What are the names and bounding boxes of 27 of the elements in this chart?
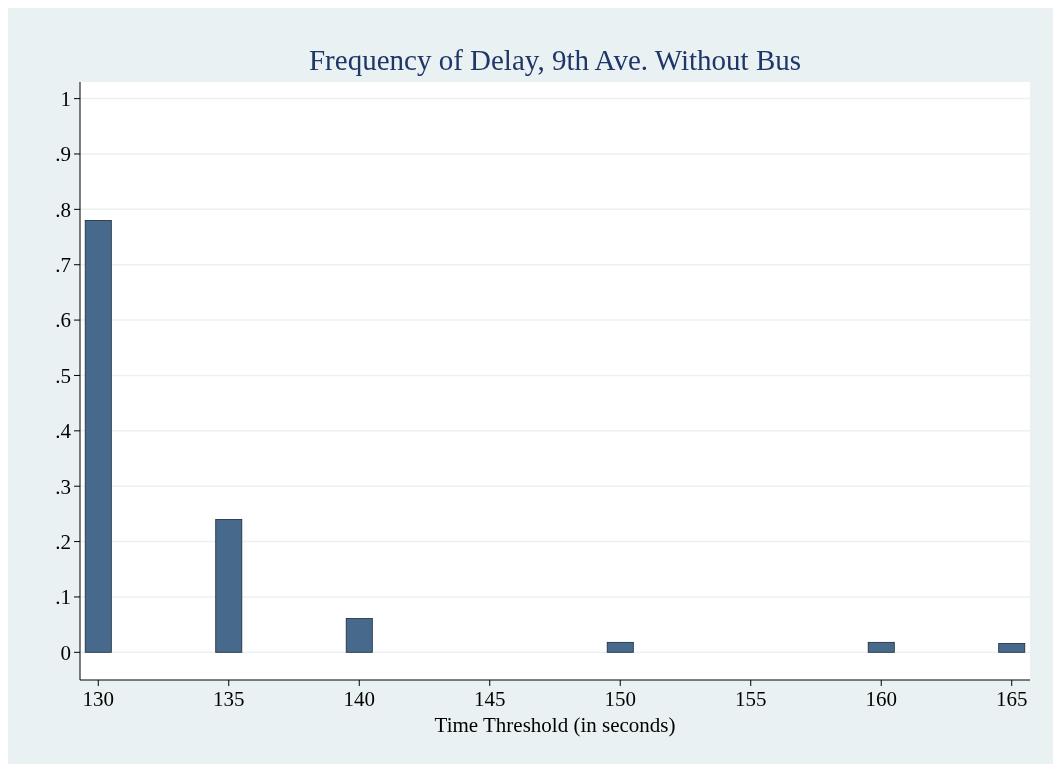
- y-tick-label: .1: [55, 585, 71, 610]
- y-tick-label: .5: [55, 363, 71, 388]
- x-axis-title: Time Threshold (in seconds): [434, 713, 676, 737]
- bar: [345, 618, 373, 653]
- bar: [867, 641, 895, 653]
- y-tick-label: .8: [55, 197, 71, 222]
- x-tick-label: 160: [865, 687, 897, 711]
- x-tick-label: 130: [82, 687, 115, 711]
- x-tick-label: 145: [474, 687, 506, 711]
- y-tick-label: .6: [55, 308, 71, 333]
- y-tick-label: .9: [55, 142, 71, 167]
- bar: [215, 519, 243, 653]
- x-tick-label: 140: [343, 687, 376, 711]
- y-tick-label: 1: [60, 86, 71, 111]
- x-tick-label: 165: [995, 687, 1028, 711]
- x-tick-label: 135: [213, 687, 245, 711]
- y-tick-label: .7: [55, 253, 71, 278]
- x-tick-label: 150: [604, 687, 636, 711]
- bar: [606, 641, 634, 653]
- bar: [84, 220, 112, 653]
- y-tick-label: .3: [55, 474, 71, 499]
- x-tick-label: 155: [734, 687, 767, 711]
- y-tick-label: 0: [60, 640, 71, 665]
- bar: [998, 643, 1026, 653]
- chart-title: Frequency of Delay, 9th Ave. Without Bus: [308, 44, 802, 76]
- y-tick-label: .2: [55, 529, 71, 554]
- y-tick-label: .4: [55, 419, 72, 444]
